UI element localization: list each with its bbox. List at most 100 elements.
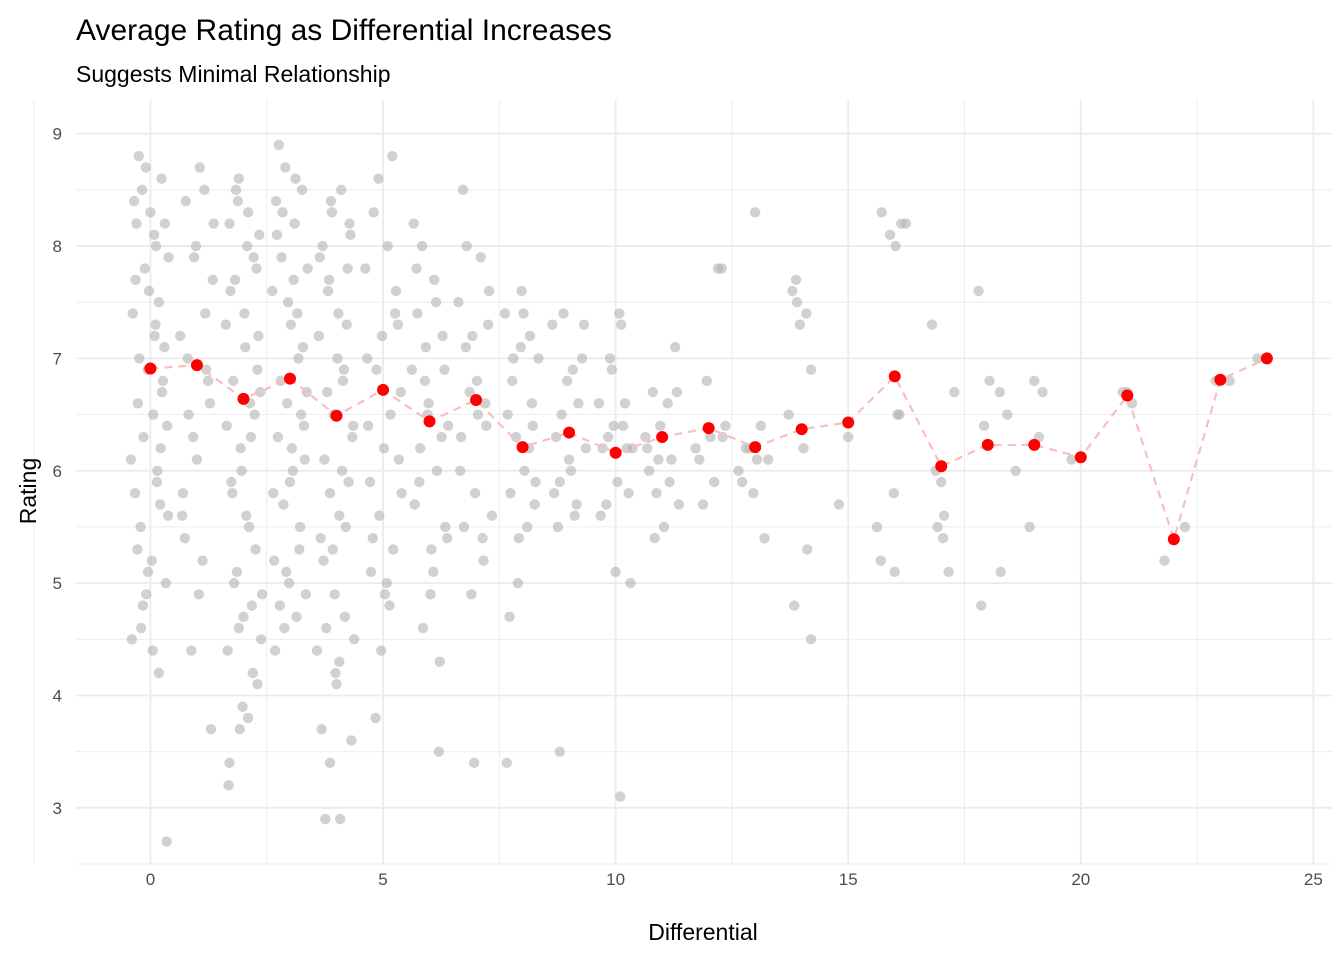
raw-point — [467, 330, 478, 342]
raw-point — [199, 184, 210, 196]
raw-point — [341, 319, 352, 330]
raw-point — [1010, 465, 1021, 476]
raw-point — [161, 420, 173, 432]
raw-point — [943, 566, 954, 578]
raw-point — [483, 285, 495, 297]
mean-point — [888, 370, 901, 383]
raw-point — [285, 319, 297, 330]
raw-point — [331, 679, 342, 690]
raw-point — [271, 229, 283, 241]
raw-point — [138, 431, 149, 443]
raw-point — [145, 207, 156, 218]
raw-point — [571, 499, 582, 510]
raw-point — [128, 195, 140, 207]
raw-point — [346, 735, 357, 746]
x-tick-label: 25 — [1304, 870, 1323, 889]
raw-point — [235, 443, 246, 454]
raw-point — [374, 510, 385, 521]
raw-point — [472, 409, 484, 420]
raw-point — [801, 308, 812, 319]
y-tick-label: 9 — [53, 125, 62, 144]
raw-point — [367, 532, 378, 544]
raw-point — [320, 813, 331, 825]
raw-point — [442, 532, 453, 544]
raw-point — [242, 207, 254, 218]
raw-point — [530, 476, 541, 488]
mean-point — [1167, 533, 1180, 546]
raw-point — [671, 386, 683, 398]
raw-point — [464, 386, 475, 398]
raw-point — [1159, 555, 1170, 566]
y-tick-label: 8 — [53, 237, 62, 256]
raw-point — [180, 195, 191, 207]
raw-point — [640, 431, 651, 443]
raw-point — [515, 341, 526, 353]
raw-point — [576, 353, 588, 364]
raw-point — [411, 263, 422, 274]
raw-point — [252, 679, 263, 690]
raw-point — [322, 386, 333, 398]
raw-point — [333, 308, 344, 319]
raw-point — [183, 409, 194, 420]
x-tick-label: 15 — [839, 870, 858, 889]
raw-point — [250, 544, 261, 555]
raw-point — [162, 510, 174, 521]
raw-point — [461, 240, 472, 252]
raw-point — [129, 488, 141, 499]
raw-point — [336, 465, 348, 476]
raw-point — [228, 577, 240, 589]
raw-point — [892, 409, 903, 420]
raw-point — [798, 443, 809, 454]
raw-point — [225, 285, 236, 297]
raw-point — [150, 240, 162, 252]
raw-point — [601, 499, 612, 510]
raw-point — [200, 308, 211, 319]
raw-point — [370, 712, 381, 724]
raw-point — [345, 229, 356, 241]
raw-point — [348, 634, 360, 645]
mean-point — [1121, 389, 1134, 402]
raw-point — [606, 364, 618, 375]
raw-point — [238, 611, 249, 623]
mean-point — [981, 438, 994, 451]
raw-point — [368, 207, 379, 218]
raw-point — [615, 791, 626, 802]
raw-point — [315, 532, 326, 544]
raw-point — [376, 330, 388, 342]
chart-title: Average Rating as Differential Increases — [76, 14, 612, 47]
raw-point — [805, 634, 817, 645]
chart-subtitle: Suggests Minimal Relationship — [76, 61, 391, 87]
raw-point — [224, 218, 235, 229]
raw-point — [324, 488, 336, 499]
raw-point — [201, 364, 212, 375]
raw-point — [697, 499, 709, 510]
raw-point — [256, 589, 268, 600]
raw-point — [222, 645, 233, 656]
raw-point — [1066, 454, 1077, 465]
raw-point — [335, 813, 346, 825]
raw-point — [270, 195, 282, 207]
raw-point — [423, 398, 434, 409]
raw-point — [365, 566, 377, 578]
raw-point — [371, 364, 382, 375]
raw-point — [255, 634, 267, 645]
raw-point — [152, 465, 163, 476]
raw-point — [197, 555, 208, 566]
raw-point — [526, 398, 538, 409]
raw-point — [533, 353, 544, 364]
raw-point — [268, 488, 279, 499]
raw-point — [360, 263, 371, 274]
x-axis-title: Differential — [648, 919, 758, 945]
raw-point — [426, 544, 437, 555]
raw-point — [486, 510, 498, 521]
raw-point — [430, 297, 442, 308]
grid-lines — [33, 100, 1332, 865]
raw-point — [159, 341, 170, 353]
raw-point — [227, 488, 238, 499]
raw-point — [142, 566, 154, 578]
raw-point — [146, 555, 158, 566]
raw-point — [477, 532, 488, 544]
mean-point — [377, 383, 390, 396]
raw-point — [984, 375, 995, 387]
